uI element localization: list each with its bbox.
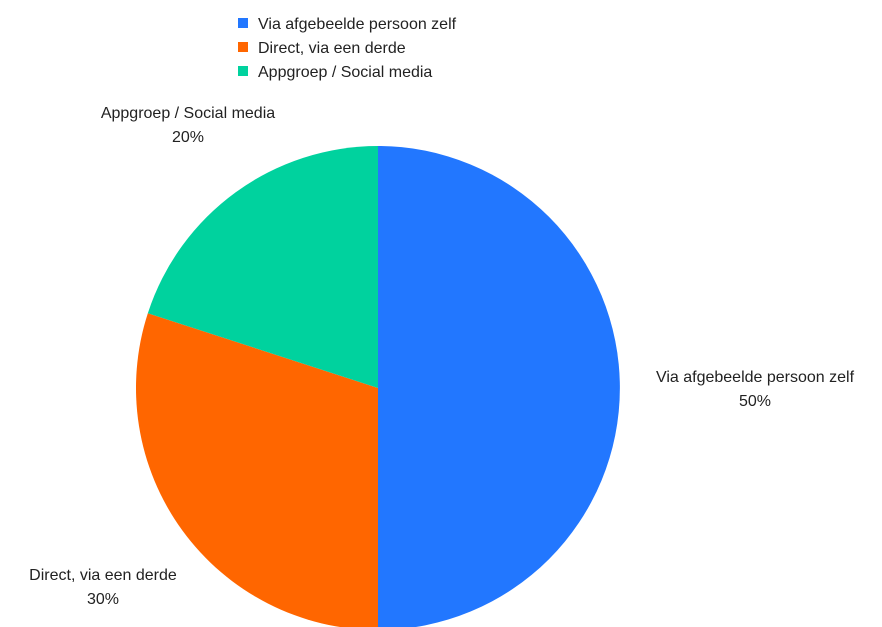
slice-label-value-2: 30% xyxy=(87,591,119,608)
slice-labels: Via afgebeelde persoon zelf 50% Direct, vi… xyxy=(29,105,854,608)
legend: Via afgebeelde persoon zelf Direct, via e… xyxy=(238,16,457,81)
legend-swatch-3 xyxy=(238,66,248,76)
legend-swatch-1 xyxy=(238,18,248,28)
legend-label-2: Direct, via een derde xyxy=(258,40,406,57)
slice-label-category-2: Direct, via een derde xyxy=(29,567,177,584)
pie-slice-2 xyxy=(135,313,378,627)
slice-label-value-1: 50% xyxy=(739,393,771,410)
pie-slice-1 xyxy=(378,146,620,627)
slice-label-value-3: 20% xyxy=(172,129,204,146)
legend-label-3: Appgroep / Social media xyxy=(258,64,432,81)
slice-label-category-3: Appgroep / Social media xyxy=(101,105,275,122)
pie-slices xyxy=(135,146,620,627)
legend-label-1: Via afgebeelde persoon zelf xyxy=(258,16,457,33)
pie-slice-3 xyxy=(147,146,378,388)
legend-swatch-2 xyxy=(238,42,248,52)
slice-label-category-1: Via afgebeelde persoon zelf xyxy=(656,369,855,386)
